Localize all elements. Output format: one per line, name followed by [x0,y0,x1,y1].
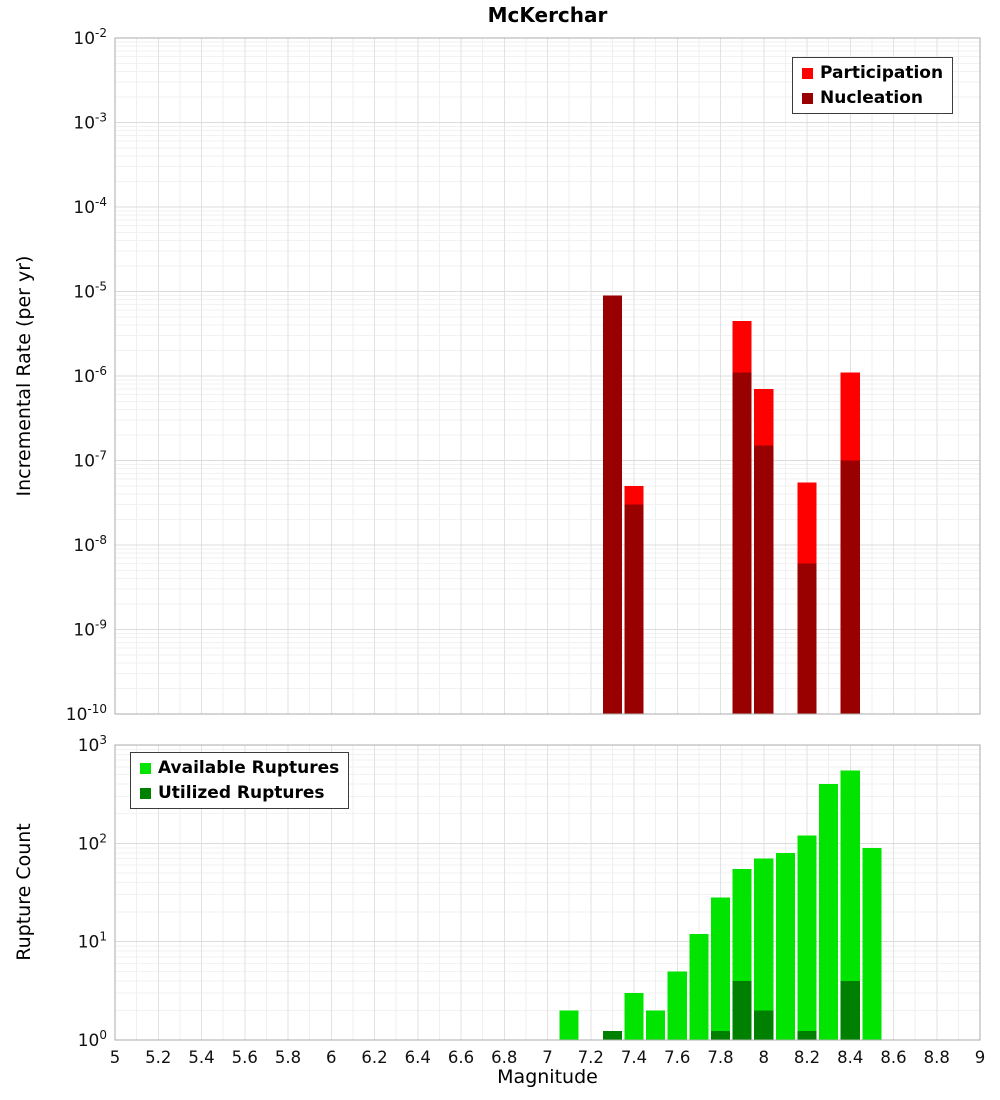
legend-item-utilized: Utilized Ruptures [140,783,339,803]
svg-text:10-4: 10-4 [73,195,107,218]
legend-rate: Participation Nucleation [792,57,954,114]
svg-text:8.6: 8.6 [880,1048,906,1067]
svg-text:10-10: 10-10 [66,702,107,725]
svg-text:5.8: 5.8 [275,1048,301,1067]
legend-item-nucleation: Nucleation [802,88,943,108]
svg-text:8.8: 8.8 [924,1048,950,1067]
svg-text:10-2: 10-2 [73,26,107,49]
svg-text:100: 100 [78,1028,107,1051]
svg-text:8.4: 8.4 [837,1048,863,1067]
svg-text:8.2: 8.2 [794,1048,820,1067]
svg-text:7.6: 7.6 [664,1048,690,1067]
svg-text:101: 101 [78,930,107,953]
legend-label-available: Available Ruptures [158,758,340,778]
svg-text:5.2: 5.2 [145,1048,171,1067]
svg-text:7.4: 7.4 [621,1048,647,1067]
svg-text:5.4: 5.4 [188,1048,214,1067]
svg-text:10-5: 10-5 [73,280,107,303]
svg-text:6.2: 6.2 [361,1048,387,1067]
available-ruptures-swatch-icon [140,762,151,774]
svg-text:5.6: 5.6 [232,1048,258,1067]
svg-text:5: 5 [110,1048,121,1067]
legend-count: Available Ruptures Utilized Ruptures [130,752,350,809]
y-axis-label-count: Rupture Count [13,823,35,961]
svg-text:7.2: 7.2 [578,1048,604,1067]
legend-label-utilized: Utilized Ruptures [158,783,325,803]
y-axis-label-rate: Incremental Rate (per yr) [13,255,35,497]
legend-label-participation: Participation [820,63,944,83]
svg-text:6.4: 6.4 [405,1048,431,1067]
svg-text:10-9: 10-9 [73,618,107,641]
svg-text:8: 8 [759,1048,770,1067]
nucleation-swatch-icon [802,92,813,104]
svg-text:6.6: 6.6 [448,1048,474,1067]
svg-text:10-6: 10-6 [73,364,107,387]
svg-text:7.8: 7.8 [707,1048,733,1067]
svg-text:103: 103 [78,733,107,756]
svg-text:7: 7 [542,1048,553,1067]
svg-text:6: 6 [326,1048,337,1067]
svg-text:9: 9 [975,1048,986,1067]
participation-swatch-icon [802,67,813,79]
svg-text:10-3: 10-3 [73,111,107,134]
x-axis-label-magnitude: Magnitude [497,1066,598,1088]
page-title: McKerchar [487,3,608,27]
legend-item-participation: Participation [802,63,943,83]
svg-text:102: 102 [78,831,107,854]
legend-item-available: Available Ruptures [140,758,339,778]
legend-label-nucleation: Nucleation [820,88,923,108]
svg-text:10-7: 10-7 [73,449,107,472]
svg-text:6.8: 6.8 [491,1048,517,1067]
utilized-ruptures-swatch-icon [140,787,151,799]
svg-text:10-8: 10-8 [73,533,107,556]
